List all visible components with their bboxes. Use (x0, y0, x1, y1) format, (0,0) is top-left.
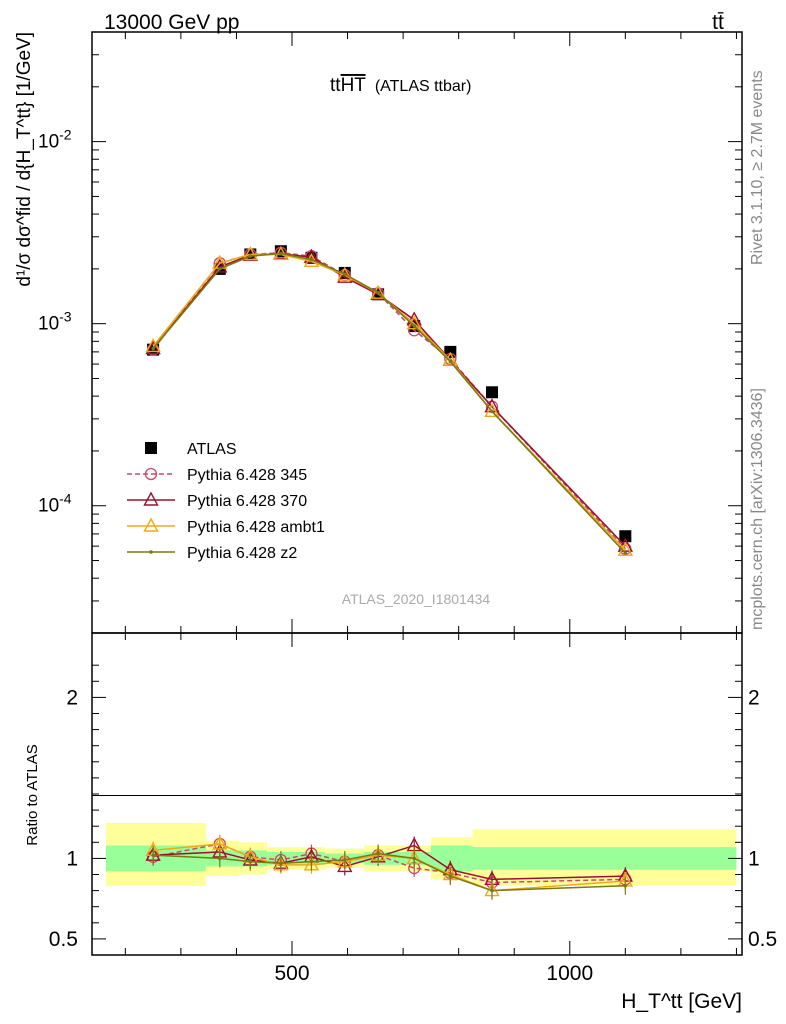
data-point-4 (490, 409, 494, 414)
data-point-4 (309, 257, 314, 262)
ratio-panel-frame (91, 632, 743, 956)
data-point-3 (337, 266, 353, 281)
plot-title: ttHT (ATLAS ttbar) (330, 75, 471, 96)
data-point-4 (217, 267, 222, 271)
main-y-tick-label: 10-4 (38, 491, 72, 517)
main-y-tick-label: 10-3 (38, 309, 72, 335)
analysis-watermark: ATLAS_2020_I1801434 (342, 591, 491, 607)
series-line-2 (152, 252, 626, 547)
plot-title-sub: (ATLAS ttbar) (375, 78, 472, 95)
main-y-axis-label: d¹/σ dσ^fid / d{H_T^tt} [1/GeV] (14, 32, 35, 287)
tick-exponent: -2 (59, 127, 72, 143)
ratio-point-3 (490, 888, 494, 893)
legend-label: Pythia 6.428 z2 (187, 545, 297, 562)
data-point-4 (623, 551, 628, 555)
ratio-point-3 (412, 856, 417, 861)
ratio-point-3 (342, 858, 347, 862)
ratio-point-3 (151, 853, 155, 857)
data-point-4 (448, 359, 453, 364)
data-point-3 (370, 284, 386, 299)
data-point-4 (248, 254, 253, 258)
uncertainty-band-inner (472, 847, 737, 870)
data-point-4 (279, 251, 283, 256)
ratio-point-3 (279, 861, 283, 866)
ratio-y-tick-label-right: 1 (748, 847, 760, 870)
x-axis-label: H_T^tt [GeV] (621, 990, 742, 1013)
legend-marker (143, 491, 159, 506)
tick-exponent: -4 (59, 491, 72, 507)
ratio-point-1 (337, 857, 353, 873)
tick-base: 10 (38, 496, 59, 517)
ratio-y-tick-label-right: 2 (748, 686, 760, 709)
data-point-4 (342, 272, 347, 276)
data-point-0 (619, 530, 632, 543)
ratio-point-3 (448, 874, 453, 878)
legend-marker (149, 550, 153, 554)
legend-label: Pythia 6.428 345 (187, 467, 307, 484)
ratio-y-tick-label: 1 (66, 847, 78, 870)
plot-title-overlined: HT (341, 75, 367, 96)
data-point-2 (617, 537, 634, 552)
data-point-4 (412, 324, 417, 328)
data-point-3 (242, 245, 259, 261)
ratio-point-3 (217, 856, 222, 861)
plot-title-main: tt (330, 75, 341, 96)
energy-label: 13000 GeV pp (104, 11, 239, 34)
x-tick-label: 500 (274, 962, 309, 985)
rivet-version-label: Rivet 3.1.10, ≥ 2.7M events (749, 70, 766, 265)
mcplots-label: mcplots.cern.ch [arXiv:1306.3436] (749, 388, 766, 630)
ratio-y-tick-label: 0.5 (49, 928, 78, 951)
tick-base: 10 (38, 132, 59, 153)
legend-label: Pythia 6.428 ambt1 (187, 519, 325, 536)
x-tick-label: 1000 (546, 962, 593, 985)
legend-label: ATLAS (187, 441, 237, 458)
ratio-y-axis-label: Ratio to ATLAS (24, 744, 41, 845)
ratio-point-3 (376, 851, 380, 856)
ratio-point-3 (309, 859, 314, 864)
legend-marker (143, 517, 159, 532)
main-y-tick-label: 10-2 (38, 127, 72, 153)
tick-exponent: -3 (59, 309, 72, 325)
ratio-y-tick-label: 2 (66, 686, 78, 709)
ratio-point-3 (248, 859, 253, 864)
data-point-2 (212, 258, 228, 273)
data-point-4 (376, 290, 380, 295)
ratio-point-2 (212, 835, 228, 850)
process-label: tt̄ (712, 11, 724, 34)
main-panel-frame (91, 31, 743, 634)
data-point-3 (484, 402, 500, 418)
data-point-4 (151, 346, 155, 351)
ratio-point-3 (623, 883, 628, 888)
data-point-2 (145, 340, 161, 355)
data-point-0 (486, 386, 498, 399)
ratio-y-tick-label-right: 0.5 (748, 928, 777, 951)
tick-base: 10 (38, 314, 59, 335)
data-point-0 (274, 245, 287, 258)
legend-marker (144, 467, 158, 481)
legend-marker (145, 442, 157, 454)
legend-label: Pythia 6.428 370 (187, 493, 307, 510)
